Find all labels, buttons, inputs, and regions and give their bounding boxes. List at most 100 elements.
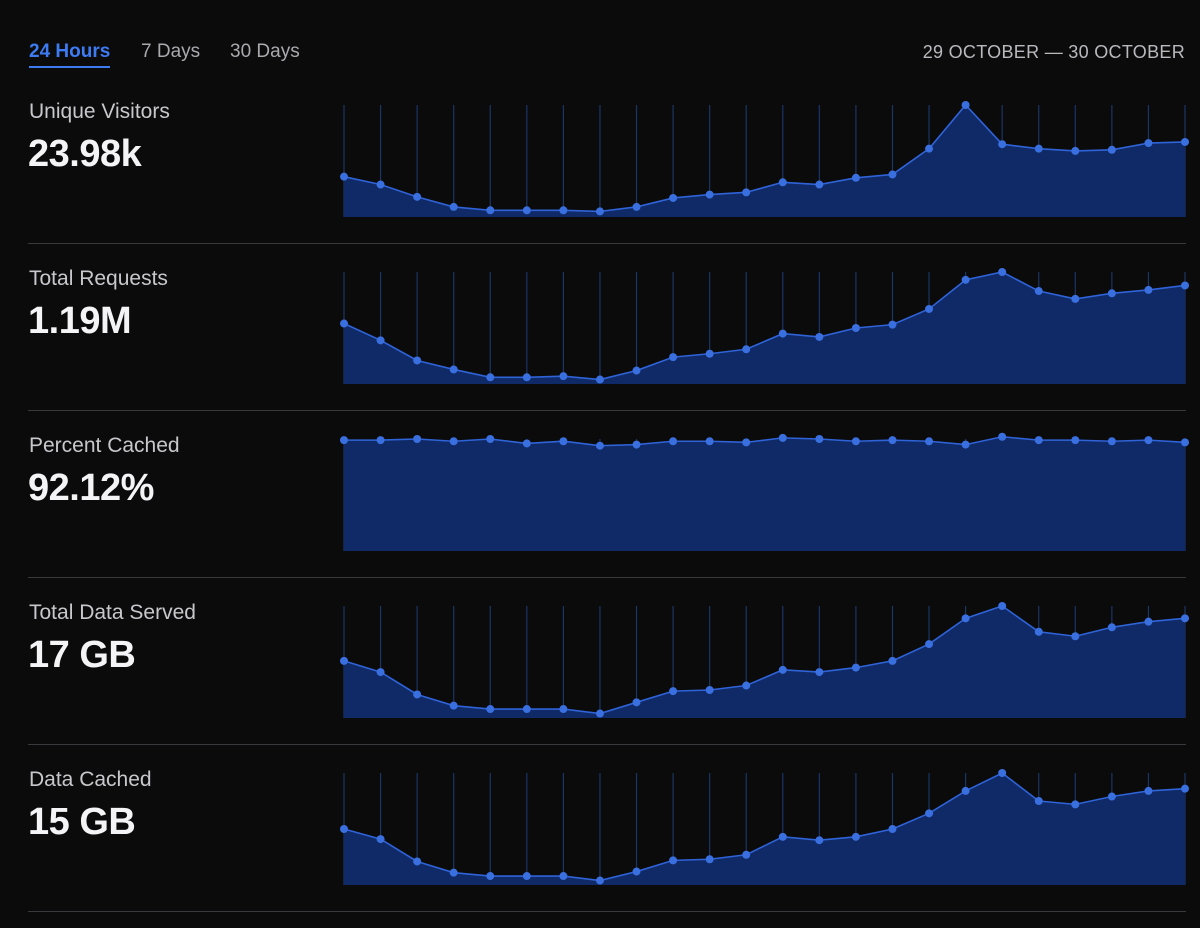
data-point[interactable] bbox=[340, 825, 348, 833]
data-point[interactable] bbox=[851, 832, 860, 841]
data-point[interactable] bbox=[1181, 281, 1189, 290]
data-point[interactable] bbox=[778, 665, 787, 674]
data-point[interactable] bbox=[851, 173, 860, 182]
data-point[interactable] bbox=[1034, 797, 1043, 805]
data-point[interactable] bbox=[888, 825, 897, 833]
data-point[interactable] bbox=[376, 835, 385, 844]
data-point[interactable] bbox=[925, 640, 934, 649]
data-point[interactable] bbox=[778, 329, 787, 338]
data-point[interactable] bbox=[778, 178, 787, 187]
data-point[interactable] bbox=[1107, 289, 1116, 298]
data-point[interactable] bbox=[1107, 623, 1116, 632]
data-point[interactable] bbox=[340, 172, 348, 181]
data-point[interactable] bbox=[1144, 139, 1153, 148]
data-point[interactable] bbox=[486, 705, 495, 714]
data-point[interactable] bbox=[778, 433, 787, 442]
data-point[interactable] bbox=[522, 439, 531, 448]
data-point[interactable] bbox=[449, 365, 458, 374]
data-point[interactable] bbox=[815, 668, 824, 677]
data-point[interactable] bbox=[705, 686, 714, 694]
data-point[interactable] bbox=[815, 836, 824, 845]
data-point[interactable] bbox=[705, 349, 714, 358]
data-point[interactable] bbox=[742, 850, 751, 859]
data-point[interactable] bbox=[925, 144, 934, 153]
data-point[interactable] bbox=[376, 180, 385, 189]
data-point[interactable] bbox=[632, 867, 641, 876]
data-point[interactable] bbox=[1107, 437, 1116, 446]
data-point[interactable] bbox=[559, 872, 568, 881]
data-point[interactable] bbox=[376, 668, 385, 677]
data-point[interactable] bbox=[1071, 294, 1080, 303]
data-point[interactable] bbox=[669, 353, 678, 362]
data-point[interactable] bbox=[449, 868, 458, 877]
data-point[interactable] bbox=[888, 170, 897, 179]
data-point[interactable] bbox=[413, 435, 422, 443]
data-point[interactable] bbox=[376, 436, 385, 445]
data-point[interactable] bbox=[998, 268, 1007, 276]
data-point[interactable] bbox=[413, 356, 422, 365]
data-point[interactable] bbox=[595, 441, 604, 450]
data-point[interactable] bbox=[449, 202, 458, 211]
data-point[interactable] bbox=[925, 437, 934, 446]
data-point[interactable] bbox=[1107, 145, 1116, 154]
data-point[interactable] bbox=[888, 320, 897, 329]
data-point[interactable] bbox=[595, 876, 604, 885]
data-point[interactable] bbox=[669, 193, 678, 202]
data-point[interactable] bbox=[1071, 146, 1080, 155]
data-point[interactable] bbox=[1034, 287, 1043, 296]
data-point[interactable] bbox=[1071, 436, 1080, 445]
data-point[interactable] bbox=[815, 435, 824, 443]
data-point[interactable] bbox=[559, 206, 568, 215]
data-point[interactable] bbox=[486, 435, 495, 443]
data-point[interactable] bbox=[705, 437, 714, 446]
data-point[interactable] bbox=[815, 332, 824, 341]
data-point[interactable] bbox=[888, 656, 897, 665]
data-point[interactable] bbox=[925, 809, 934, 818]
data-point[interactable] bbox=[742, 345, 751, 354]
data-point[interactable] bbox=[486, 872, 495, 881]
data-point[interactable] bbox=[851, 663, 860, 672]
data-point[interactable] bbox=[449, 701, 458, 710]
data-point[interactable] bbox=[742, 438, 751, 447]
data-point[interactable] bbox=[925, 304, 934, 313]
data-point[interactable] bbox=[559, 705, 568, 714]
data-point[interactable] bbox=[632, 202, 641, 211]
data-point[interactable] bbox=[998, 602, 1007, 610]
data-point[interactable] bbox=[1181, 784, 1189, 793]
tab-24-hours[interactable]: 24 Hours bbox=[29, 41, 111, 68]
data-point[interactable] bbox=[632, 440, 641, 449]
data-point[interactable] bbox=[1181, 438, 1189, 447]
data-point[interactable] bbox=[522, 872, 531, 881]
data-point[interactable] bbox=[1144, 285, 1153, 294]
data-point[interactable] bbox=[998, 432, 1007, 441]
data-point[interactable] bbox=[851, 437, 860, 446]
data-point[interactable] bbox=[742, 681, 751, 690]
data-point[interactable] bbox=[961, 440, 970, 449]
data-point[interactable] bbox=[1071, 632, 1080, 641]
data-point[interactable] bbox=[632, 698, 641, 707]
data-point[interactable] bbox=[340, 319, 348, 328]
tab-30-days[interactable]: 30 Days bbox=[230, 41, 300, 62]
data-point[interactable] bbox=[1034, 144, 1043, 153]
data-point[interactable] bbox=[669, 437, 678, 446]
data-point[interactable] bbox=[705, 190, 714, 199]
data-point[interactable] bbox=[595, 709, 604, 718]
data-point[interactable] bbox=[998, 140, 1007, 149]
data-point[interactable] bbox=[961, 275, 970, 284]
data-point[interactable] bbox=[340, 436, 348, 445]
data-point[interactable] bbox=[669, 856, 678, 865]
data-point[interactable] bbox=[1071, 800, 1080, 809]
data-point[interactable] bbox=[522, 373, 531, 382]
data-point[interactable] bbox=[705, 855, 714, 864]
tab-7-days[interactable]: 7 Days bbox=[141, 41, 201, 62]
data-point[interactable] bbox=[1144, 436, 1153, 445]
data-point[interactable] bbox=[486, 206, 495, 215]
data-point[interactable] bbox=[559, 372, 568, 381]
data-point[interactable] bbox=[486, 373, 495, 382]
data-point[interactable] bbox=[559, 437, 568, 446]
data-point[interactable] bbox=[888, 436, 897, 445]
data-point[interactable] bbox=[522, 206, 531, 215]
data-point[interactable] bbox=[449, 437, 458, 446]
data-point[interactable] bbox=[1181, 614, 1189, 623]
data-point[interactable] bbox=[413, 192, 422, 201]
